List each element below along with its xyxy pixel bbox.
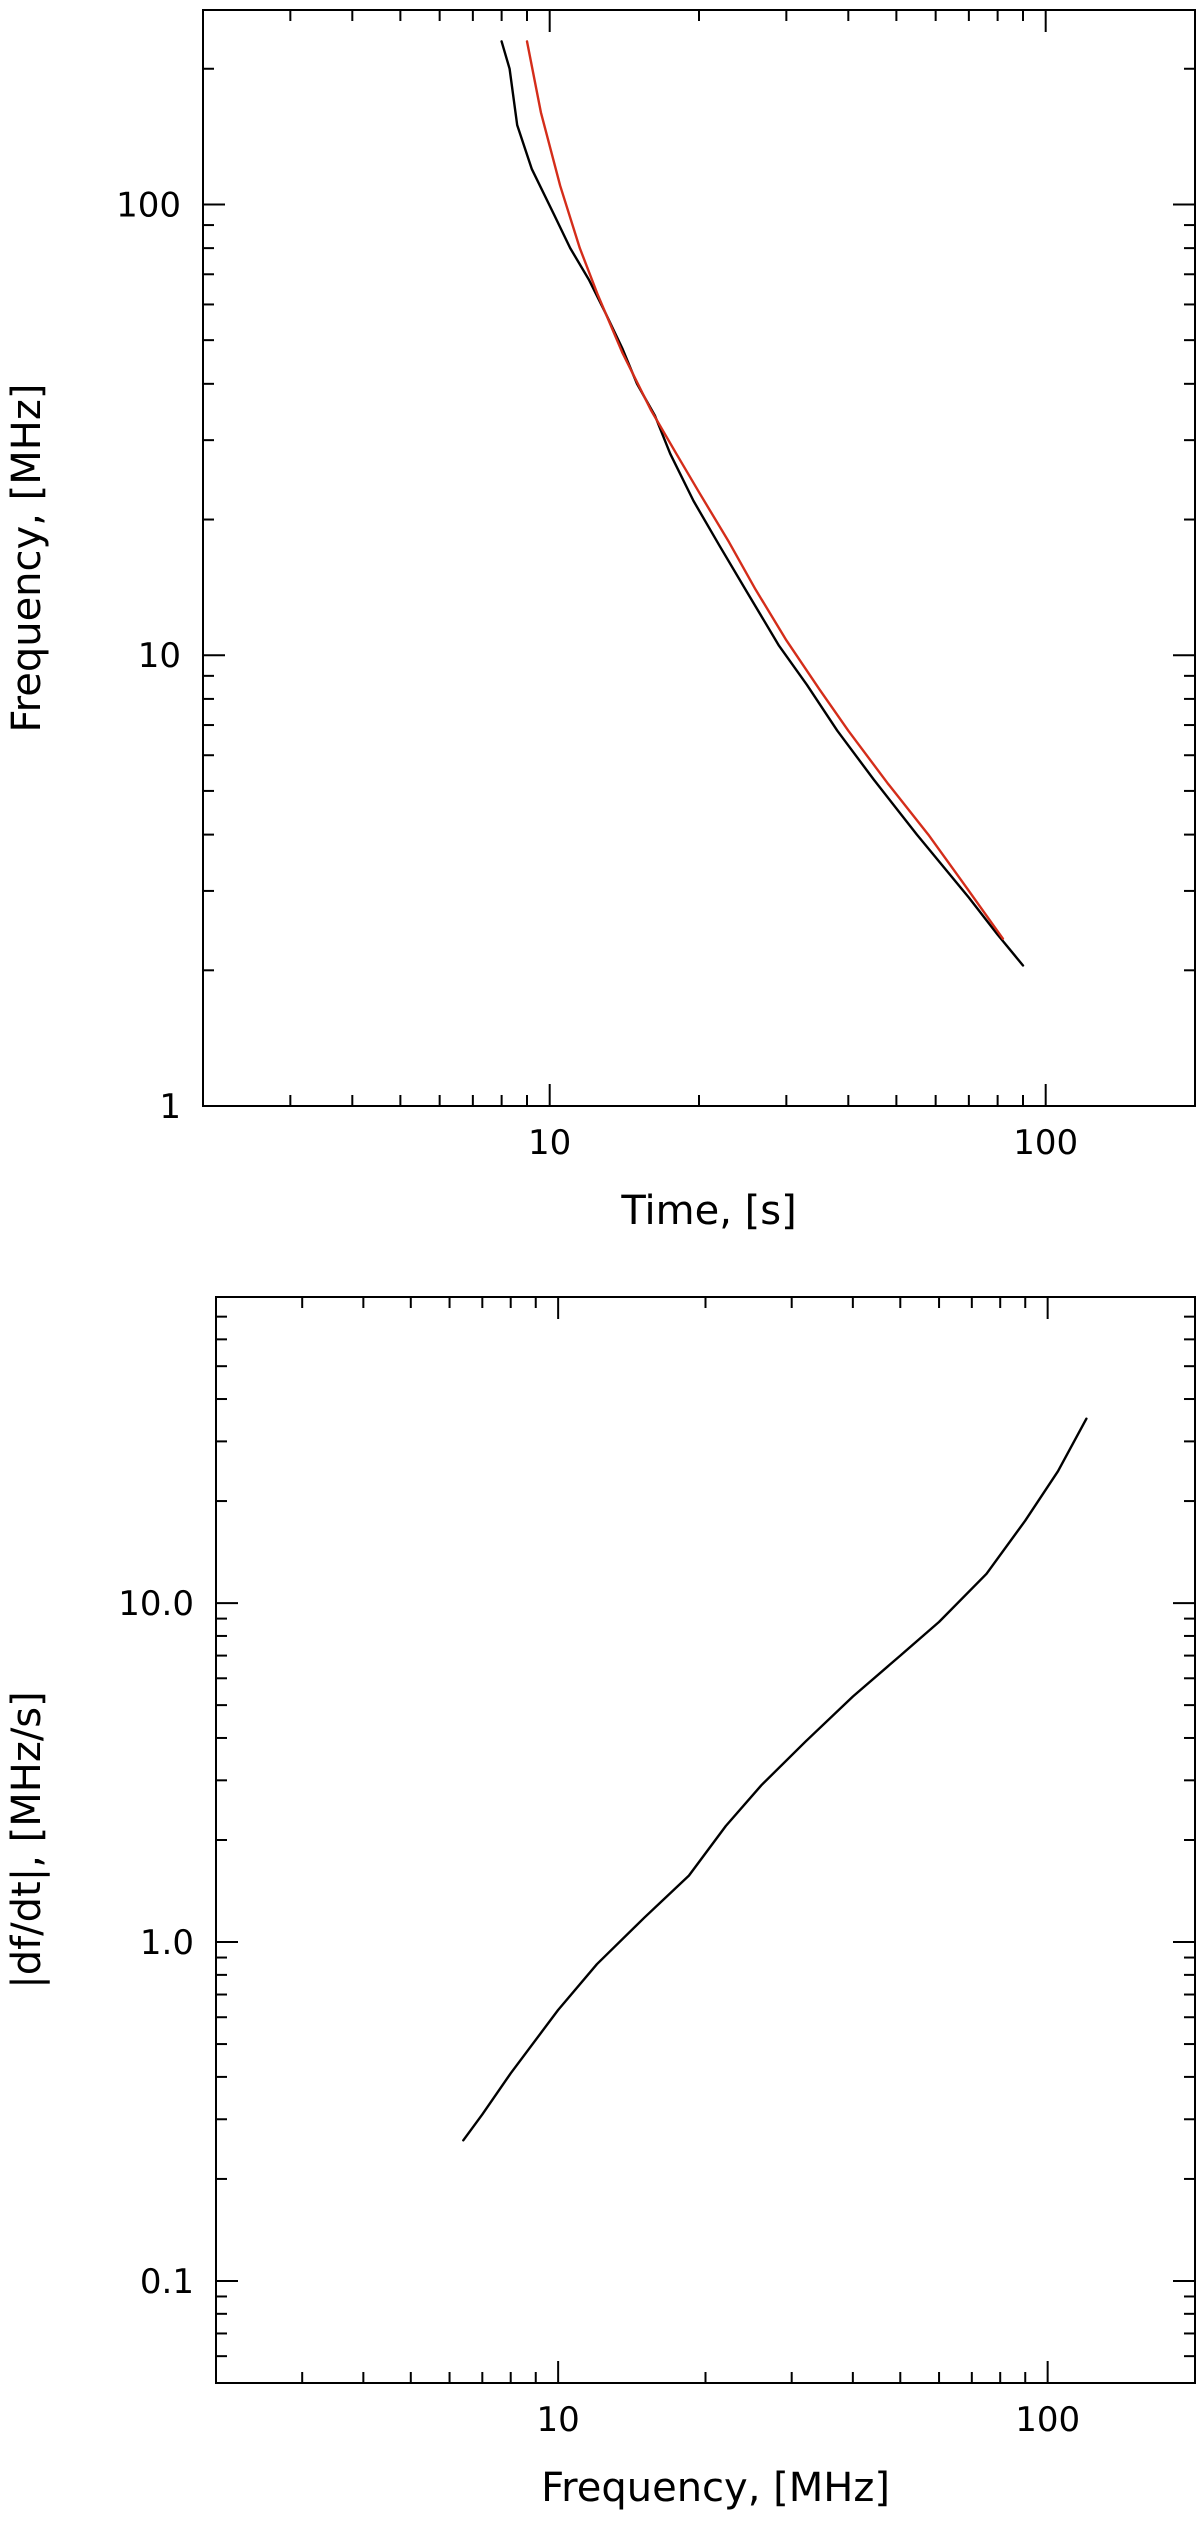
x-tick-label: 10 — [528, 1123, 571, 1163]
x-tick-label: 100 — [1015, 2400, 1080, 2440]
frequency-vs-time-panel: 10 100 1 10 100 Time, [s] Frequency, [MHz] — [4, 9, 1196, 1234]
drift-rate-vs-frequency-panel: 10 100 0.1 1.0 10.0 Frequency, [MHz] |df/dt|, … — [4, 1296, 1196, 2511]
y-tick-label: 10 — [138, 636, 181, 676]
fit-line — [525, 40, 1005, 940]
x-axis-label: Frequency, [MHz] — [541, 2465, 890, 2511]
y-axis-label: |df/dt|, [MHz/s] — [4, 1691, 50, 1989]
plot-frame — [202, 9, 1196, 1107]
plot-frame — [215, 1296, 1196, 2384]
x-axis-label: Time, [s] — [620, 1188, 796, 1234]
x-tick-label: 10 — [537, 2400, 580, 2440]
y-axis-label: Frequency, [MHz] — [4, 384, 50, 733]
y-tick-label: 1 — [159, 1087, 181, 1127]
x-tick-label: 100 — [1013, 1123, 1078, 1163]
y-tick-label: 1.0 — [140, 1923, 194, 1963]
y-tick-label: 10.0 — [118, 1584, 194, 1624]
data-line — [462, 1417, 1088, 2142]
y-tick-label: 0.1 — [140, 2262, 194, 2302]
data-line — [500, 40, 1025, 967]
y-tick-label: 100 — [116, 185, 181, 225]
